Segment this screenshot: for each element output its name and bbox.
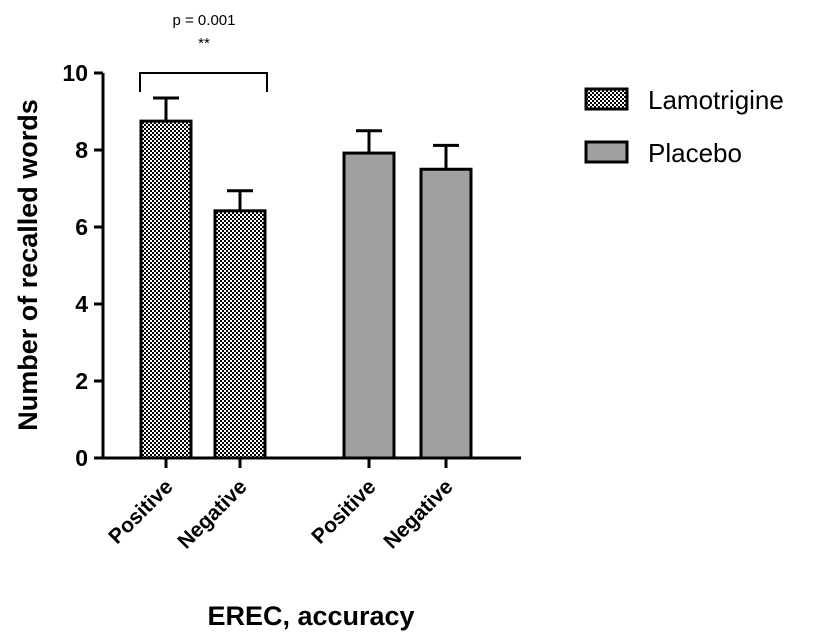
category-label: Positive: [104, 475, 177, 548]
y-tick-label: 4: [75, 291, 88, 317]
significance-bracket: [139, 72, 268, 92]
y-axis-title: Number of recalled words: [13, 99, 43, 431]
legend: Lamotrigine Placebo: [584, 85, 784, 168]
legend-swatch-lamotrigine: [584, 87, 629, 111]
bar-placebo-negative: [419, 167, 473, 460]
y-tick-label: 10: [62, 60, 88, 86]
y-tick-label: 6: [75, 214, 88, 240]
category-label: Positive: [307, 475, 380, 548]
legend-label-placebo: Placebo: [648, 138, 742, 168]
y-tick-label: 0: [75, 445, 88, 471]
bar-lamotrigine-positive: [139, 119, 193, 460]
legend-label-lamotrigine: Lamotrigine: [648, 85, 784, 115]
y-tick-label: 2: [75, 368, 88, 394]
bar-lamotrigine-negative: [213, 209, 267, 460]
category-label: Negative: [173, 475, 251, 553]
bar-placebo-positive: [342, 151, 396, 460]
x-axis-title: EREC, accuracy: [207, 601, 414, 631]
category-label: Negative: [379, 475, 457, 553]
legend-swatch-placebo: [584, 140, 629, 164]
y-tick-label: 8: [75, 137, 88, 163]
significance-stars: **: [198, 35, 210, 52]
p-value-annotation: p = 0.001: [173, 12, 236, 29]
